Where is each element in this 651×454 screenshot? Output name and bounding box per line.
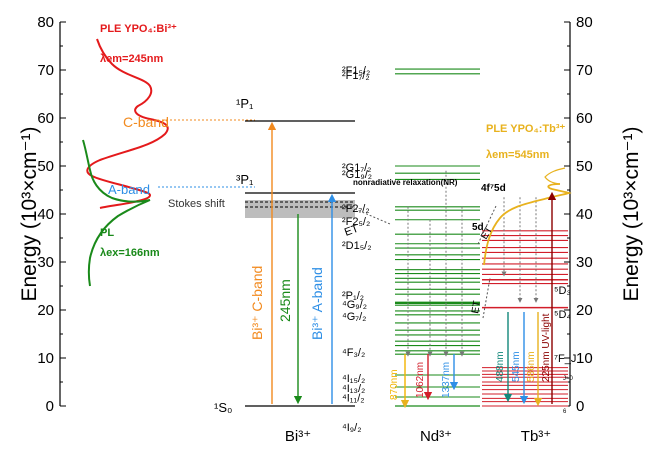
nd-level-label: ⁴I₁₅/₂ [342, 373, 365, 385]
tb-488-label: 488nm [495, 351, 506, 382]
left-tick-label: 80 [37, 14, 54, 31]
nd-level-label: ²D1₅/₂ [342, 240, 371, 252]
axes: 0 10 20 30 40 50 60 70 80 0 10 20 30 40 50 60 70 80 Ener… [18, 14, 643, 415]
bi-spectra: PLE YPO₄:Bi³⁺ λem=245nm C-band A-band St… [82, 23, 255, 287]
c-band-label: C-band [123, 114, 169, 130]
right-tick-label: 0 [576, 398, 584, 415]
nd-level-label: ⁴G₇/₂ [342, 311, 366, 323]
right-tick-label: 10 [576, 350, 593, 367]
nd-level-label: ²G1₇/₂ [342, 162, 371, 174]
nd-level-label: ²F2₇/₂ [342, 203, 370, 215]
nd-nr-arrows [405, 170, 465, 357]
tb-levels [482, 197, 568, 407]
stokes-shift-label: Stokes shift [168, 198, 225, 210]
tb-j0-label: J=0 [563, 376, 574, 382]
left-tick-label: 0 [46, 398, 54, 415]
tb-et-arrow-lower [482, 277, 491, 319]
right-tick-label: 70 [576, 62, 593, 79]
tb-section: PLE YPO₄:Tb³⁺ λem=545nm 4f⁷5d 5d ET ET 4… [470, 123, 576, 445]
left-ticks: 0 10 20 30 40 50 60 70 80 [37, 14, 66, 415]
tb-fj-label: ⁷F_J [554, 353, 576, 365]
left-tick-label: 70 [37, 62, 54, 79]
nd-level-label: ²F1₅/₂ [342, 65, 370, 77]
left-tick-label: 20 [37, 302, 54, 319]
right-tick-label: 40 [576, 206, 593, 223]
nd-level-label: ⁴F₃/₂ [342, 347, 365, 359]
tb-et-label-lower: ET [470, 300, 483, 314]
nd-870-label: 870nm [389, 369, 400, 400]
bi-a-band-arrow-label: Bi³⁺ A-band [309, 267, 325, 340]
nd-level-label: ⁴G₉/₂ [342, 299, 367, 311]
right-tick-label: 20 [576, 302, 593, 319]
tb-ple-lambda: λem=545nm [486, 149, 550, 161]
left-tick-label: 30 [37, 254, 54, 271]
right-tick-label: 30 [576, 254, 593, 271]
tb-586-label: 586nm [526, 351, 537, 382]
nd-column-label: Nd³⁺ [420, 428, 452, 445]
bi-ple-curve [86, 38, 169, 209]
bi-s0-label: ¹S₀ [214, 400, 232, 415]
bi-ple-lambda: λem=245nm [100, 53, 164, 65]
tb-225-label: 225nm UV-light [541, 313, 552, 382]
left-tick-label: 50 [37, 158, 54, 175]
nd-level-label: ²G1₉/₂ [342, 169, 372, 181]
tb-d4-label: ⁵D₄ [554, 309, 572, 321]
tb-d3-label: ⁵D₃ [554, 285, 571, 297]
right-tick-label: 80 [576, 14, 593, 31]
left-tick-label: 40 [37, 206, 54, 223]
tb-545-label: 545nm [511, 351, 522, 382]
pl-lambda: λex=166nm [100, 247, 160, 259]
right-ticks: 0 10 20 30 40 50 60 70 80 [564, 14, 593, 415]
left-tick-label: 10 [37, 350, 54, 367]
left-tick-label: 60 [37, 110, 54, 127]
a-band-label: A-band [108, 182, 150, 197]
y-axis-label-left: Energy (10³×cm⁻¹) [18, 126, 41, 301]
tb-5d-label: 5d [472, 222, 484, 233]
nd-level-label: ⁴I₁₃/₂ [342, 383, 365, 395]
tb-ple-hook [544, 167, 566, 185]
nr-label: nonradiative relaxation(NR) [353, 178, 458, 187]
nd-1337-label: 1337nm [441, 362, 452, 398]
nd-level-label: ²P₁/₂ [342, 290, 364, 302]
y-axis-label-right: Energy (10³×cm⁻¹) [620, 126, 643, 301]
pl-label: PL [100, 227, 114, 239]
bi-pl-curve [82, 139, 151, 287]
stokes-shift-band [245, 200, 355, 218]
nd-level-label: ²F1₇/₂ [342, 70, 370, 82]
bi-column-label: Bi³⁺ [285, 428, 311, 445]
right-tick-label: 60 [576, 110, 593, 127]
bi-levels: ¹S₀ ³P₁ ¹P₁ Bi³⁺ Bi³⁺ C-band 245nm Bi³⁺ … [214, 96, 355, 445]
bi-ple-title: PLE YPO₄:Bi³⁺ [100, 23, 177, 35]
tb-et-arrow-upper [477, 205, 497, 245]
tb-column-label: Tb³⁺ [521, 428, 551, 445]
tb-f5d-label: 4f⁷5d [481, 183, 506, 194]
bi-c-band-arrow-label: Bi³⁺ C-band [249, 266, 265, 340]
nd-level-label: ²F2₅/₂ [342, 216, 370, 228]
nd-ground-levels [395, 374, 480, 407]
tb-j6-label: 6 [563, 409, 567, 415]
nd-level-label: ⁴I₉/₂ [342, 422, 361, 434]
bi-245-arrow-label: 245nm [277, 279, 293, 322]
bi-p1-label: ¹P₁ [236, 96, 254, 111]
tb-ple-curve [483, 183, 572, 266]
tb-ple-title: PLE YPO₄:Tb³⁺ [486, 123, 565, 135]
nd-level-label: ⁴I₁₁/₂ [342, 392, 365, 404]
nd-et-label: ET [343, 223, 361, 239]
right-tick-label: 50 [576, 158, 593, 175]
bi-p3-label: ³P₁ [236, 172, 254, 187]
nd-1062-label: 1062nm [415, 362, 426, 398]
